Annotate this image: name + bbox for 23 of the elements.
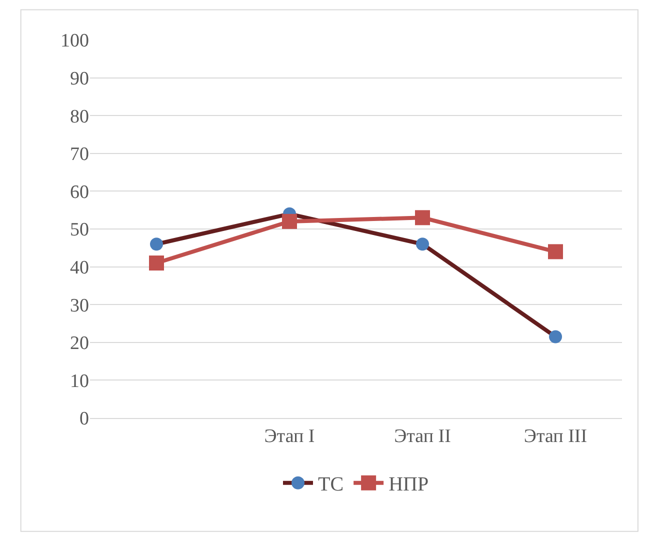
y-tick-label: 80 — [70, 106, 89, 128]
point — [149, 256, 164, 271]
y-tick-label: 20 — [70, 333, 89, 354]
point — [415, 210, 430, 226]
point — [150, 238, 163, 251]
legend-label: ТС — [318, 474, 344, 496]
y-tick-label: 90 — [70, 68, 89, 90]
y-tick-label: 40 — [70, 257, 89, 278]
x-tick-label: Этап I — [264, 426, 315, 447]
x-tick-label: Этап III — [524, 426, 588, 447]
x-tick-label: Этап II — [394, 426, 451, 447]
point — [416, 238, 429, 251]
y-tick-label: 50 — [70, 220, 89, 241]
point — [549, 330, 562, 344]
y-tick-label: 10 — [70, 370, 89, 392]
point — [548, 244, 563, 260]
y-tick-label: 0 — [80, 408, 89, 430]
y-tick-label: 60 — [70, 182, 89, 203]
y-tick-label: 100 — [60, 30, 89, 52]
legend-label: НПР — [388, 474, 429, 496]
y-tick-label: 70 — [70, 144, 89, 166]
point — [282, 214, 297, 229]
y-tick-label: 30 — [70, 295, 89, 316]
